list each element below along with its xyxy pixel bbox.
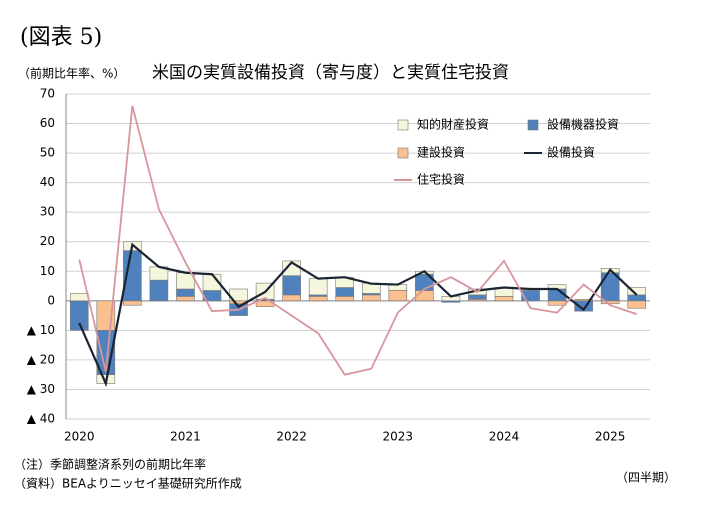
y-tick-label: 50: [40, 146, 55, 160]
bar: [335, 296, 355, 302]
bar: [547, 300, 567, 306]
bar: [627, 294, 647, 302]
note: （資料）BEAよりニッセイ基礎研究所作成: [14, 476, 242, 491]
y-tick-label: ▲ 40: [27, 412, 55, 426]
y-tick-label: 20: [40, 234, 55, 248]
legend-swatch: [397, 147, 409, 159]
legend-label: 建設投資: [417, 145, 465, 160]
bar: [149, 279, 169, 302]
bar: [335, 287, 355, 297]
bar: [308, 278, 328, 296]
legend-label: 設備機器投資: [547, 117, 619, 132]
x-axis-label: （四半期）: [616, 471, 676, 485]
x-tick-label: 2025: [595, 430, 626, 444]
bar: [282, 275, 301, 296]
y-tick-label: 10: [40, 264, 55, 278]
bar: [69, 300, 89, 331]
bar: [627, 300, 647, 309]
bar: [361, 294, 381, 302]
x-tick-label: 2021: [170, 430, 201, 444]
y-tick-label: 40: [40, 175, 55, 189]
note: （注）季節調整済系列の前期比年率: [14, 457, 206, 472]
y-tick-label: ▲ 20: [27, 352, 55, 366]
bar: [574, 300, 593, 312]
bar: [69, 293, 89, 302]
legend-swatch: [527, 119, 539, 131]
y-tick-label: ▲ 10: [27, 323, 55, 337]
bar: [468, 294, 487, 300]
x-tick-label: 2022: [276, 430, 307, 444]
x-tick-label: 2024: [489, 430, 520, 444]
bar: [388, 290, 408, 302]
chart-title: 米国の実質設備投資（寄与度）と実質住宅投資: [152, 63, 509, 83]
figure-label: (図表 5): [20, 25, 102, 50]
line: [78, 242, 638, 388]
bar: [176, 288, 195, 297]
y-tick-label: ▲ 30: [27, 382, 55, 396]
y-tick-label: 70: [40, 87, 55, 101]
bar: [494, 296, 514, 302]
bar: [123, 300, 142, 306]
x-tick-label: 2023: [383, 430, 414, 444]
legend-label: 住宅投資: [417, 172, 465, 187]
y-tick-label: 60: [40, 116, 55, 130]
legend-swatch: [397, 119, 409, 131]
bar: [176, 296, 195, 302]
legend-label: 設備投資: [547, 145, 595, 160]
bar: [282, 294, 301, 302]
y-axis-label: （前期比年率、%）: [18, 66, 125, 81]
x-tick-label: 2020: [64, 430, 95, 444]
bar: [308, 296, 328, 302]
line: [78, 105, 638, 376]
legend-label: 知的財産投資: [417, 117, 489, 132]
y-tick-label: 0: [47, 293, 55, 307]
y-tick-label: 30: [40, 205, 55, 219]
